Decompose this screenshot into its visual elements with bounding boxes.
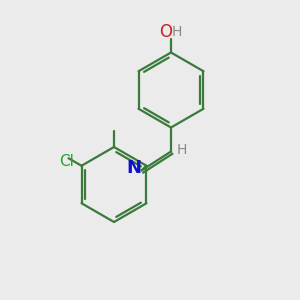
Text: Cl: Cl [60,154,74,169]
Text: H: H [172,26,182,39]
Text: N: N [127,159,142,177]
Text: O: O [159,23,172,41]
Text: H: H [176,143,187,157]
